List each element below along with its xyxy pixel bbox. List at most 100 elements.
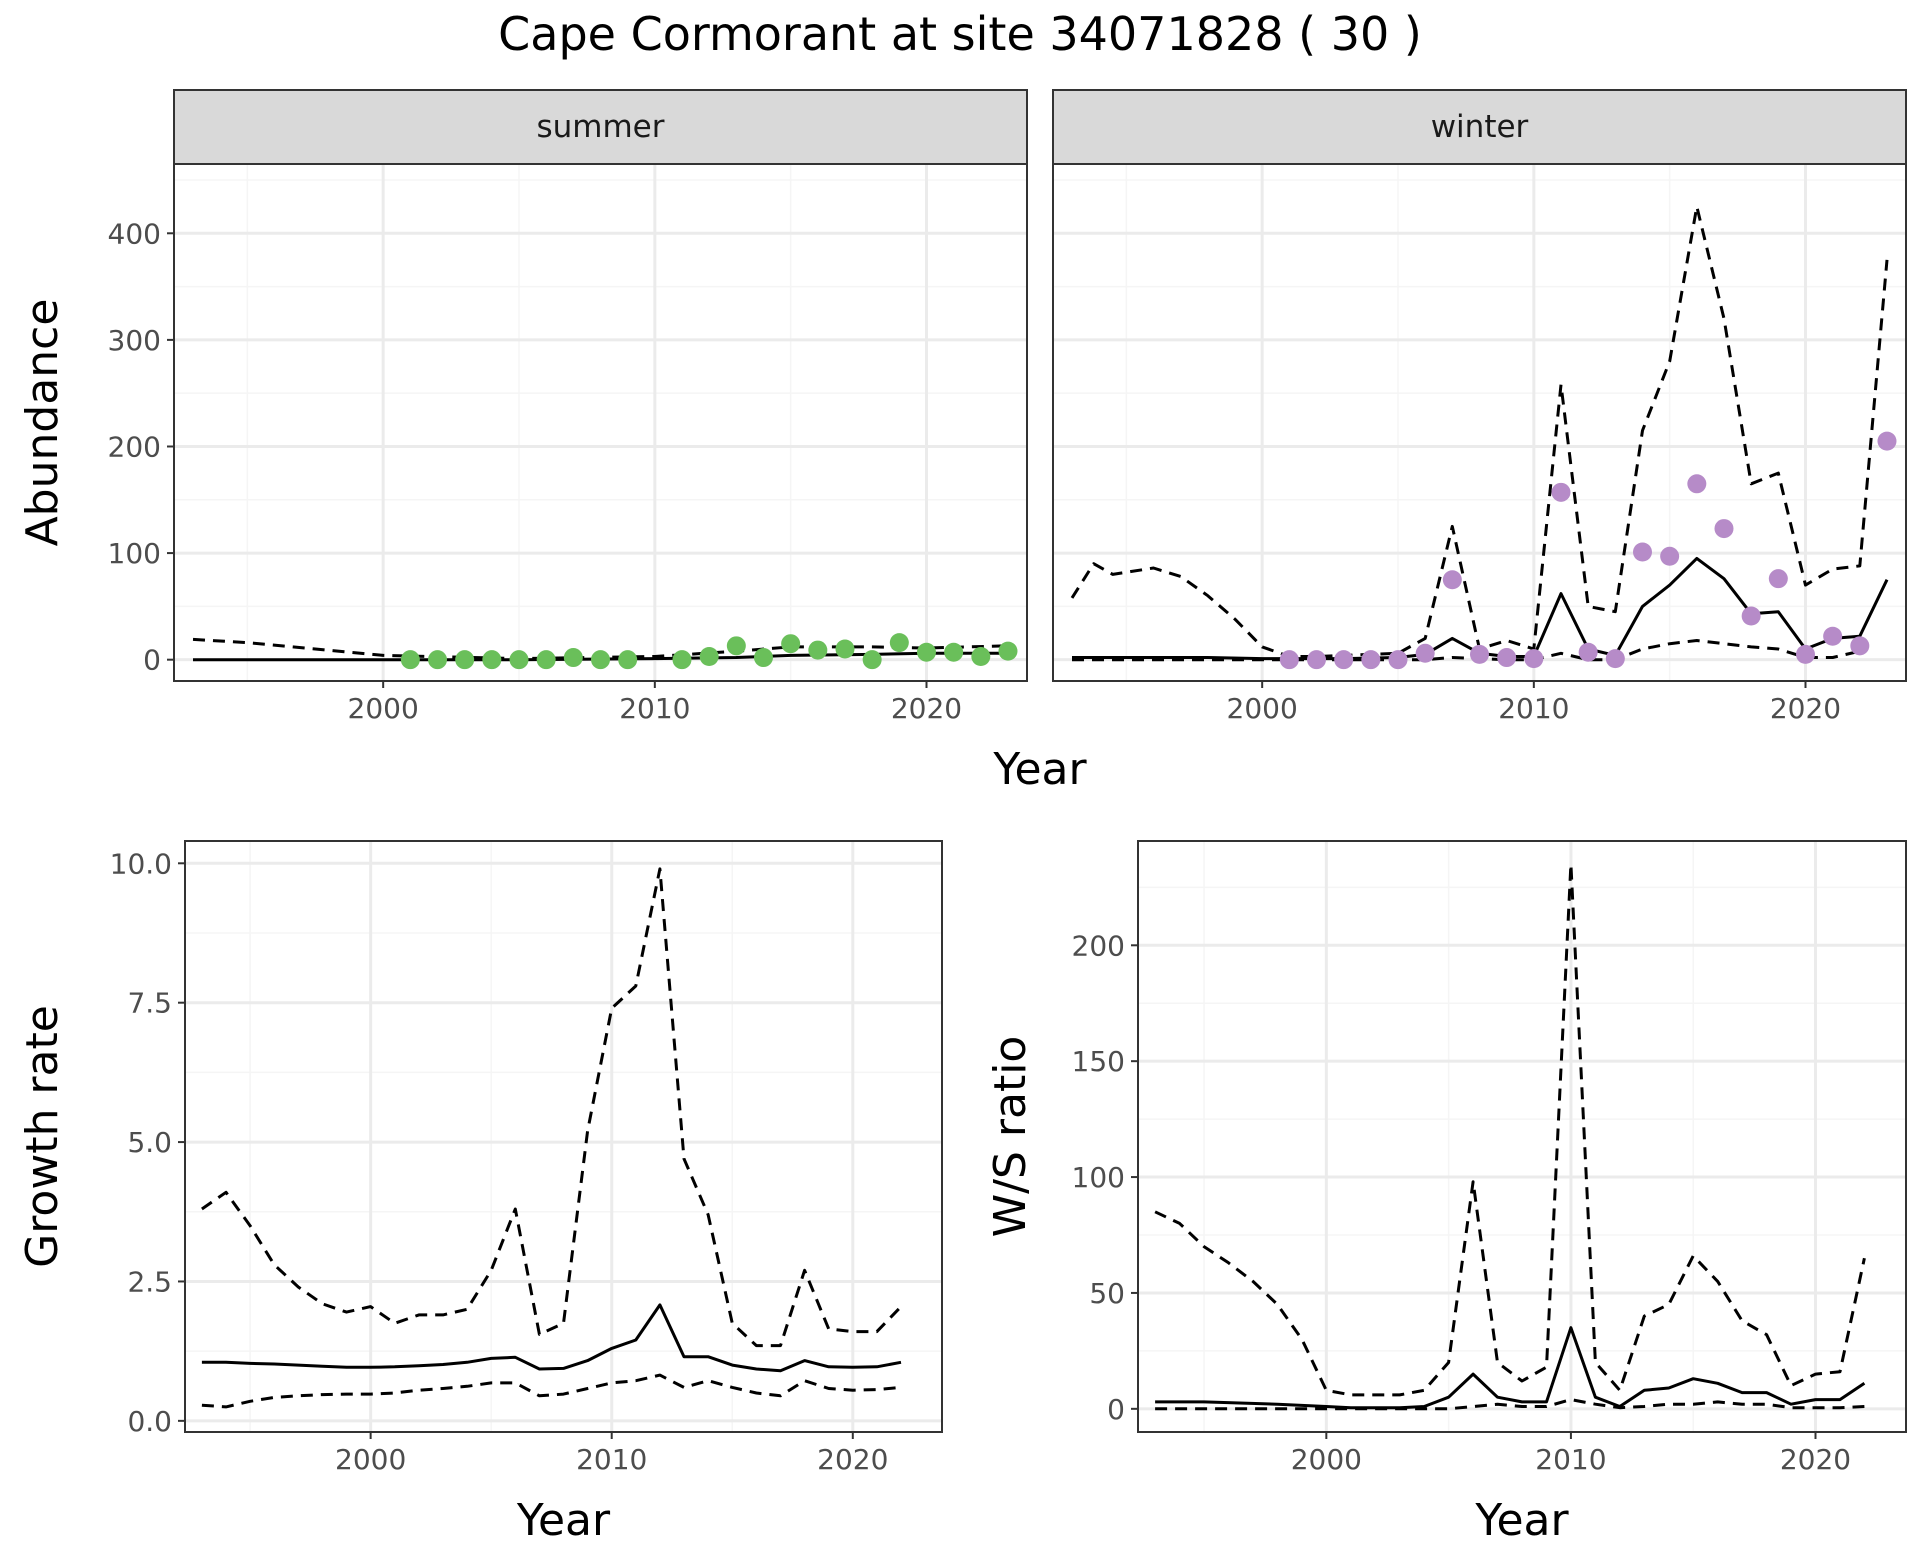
data-point — [944, 642, 964, 662]
series-line-solid — [1072, 556, 1889, 661]
data-point — [455, 650, 475, 670]
data-point — [1388, 650, 1408, 670]
data-point — [753, 648, 773, 668]
y-tick-label: 100 — [1072, 1161, 1125, 1194]
y-axis-title: Growth rate — [17, 1005, 68, 1268]
data-point — [509, 650, 529, 670]
data-point — [889, 633, 909, 653]
x-tick-label: 2020 — [1770, 692, 1841, 725]
series-line-dashed-lower — [1155, 1398, 1865, 1411]
facet-strip — [1052, 89, 1907, 165]
data-point — [1551, 482, 1571, 502]
data-point — [1307, 650, 1327, 670]
growth-rate-panel: 2000 2010 2020 0.0 2.5 5.0 7.5 10.0 Year Growth r… — [17, 840, 943, 1546]
x-tick-label: 2010 — [1535, 1443, 1606, 1476]
x-tick-label: 2020 — [1780, 1443, 1851, 1476]
facet-strip-label: summer — [536, 109, 664, 145]
data-point — [482, 650, 502, 670]
plot-background — [174, 164, 1027, 681]
y-tick-label: 5.0 — [127, 1126, 172, 1159]
data-point — [536, 650, 556, 670]
plot-background — [185, 841, 942, 1432]
data-point — [428, 650, 448, 670]
data-point — [1714, 519, 1734, 539]
data-point — [1687, 474, 1707, 494]
y-tick-label: 10.0 — [110, 847, 172, 880]
x-tick-label: 2010 — [576, 1443, 647, 1476]
x-axis-title: Year — [1474, 1495, 1569, 1546]
series-line-solid — [1155, 1326, 1866, 1410]
plot-background — [1138, 841, 1906, 1432]
data-point — [1470, 644, 1489, 664]
y-tick-label: 2.5 — [127, 1265, 172, 1298]
panel-border — [184, 840, 943, 1433]
data-point — [1741, 606, 1761, 626]
y-tick-label: 150 — [1072, 1045, 1125, 1078]
y-tick-label: 0 — [1107, 1393, 1125, 1426]
x-tick-label: 2010 — [1498, 692, 1569, 725]
panel-border — [1137, 840, 1907, 1433]
data-point — [1334, 650, 1354, 670]
data-point — [699, 646, 719, 666]
x-tick-label: 2000 — [335, 1443, 406, 1476]
series-line-solid — [201, 1303, 902, 1373]
data-point — [808, 640, 828, 660]
x-axis-title: Year — [516, 1495, 611, 1546]
data-point — [1632, 542, 1652, 562]
x-axis-title: Year — [992, 744, 1087, 795]
facet-strip-label: winter — [1431, 109, 1529, 145]
data-point — [1578, 642, 1598, 662]
y-tick-label: 0 — [143, 644, 161, 677]
x-tick-label: 2000 — [348, 692, 419, 725]
x-tick-label: 2000 — [1227, 692, 1298, 725]
facet-summer: summer 2000 2010 2020 0 100 200 300 400 — [108, 89, 1028, 725]
y-axis-title: Abundance — [17, 299, 68, 547]
facet-strip — [173, 89, 1028, 165]
data-point — [971, 646, 991, 666]
y-tick-label: 200 — [108, 430, 161, 463]
data-point — [1497, 648, 1517, 668]
x-tick-label: 2000 — [1291, 1443, 1362, 1476]
data-point — [563, 648, 583, 668]
y-tick-label: 7.5 — [127, 987, 172, 1020]
data-point — [781, 634, 801, 654]
x-tick-label: 2020 — [891, 692, 962, 725]
panel-border — [1052, 163, 1907, 682]
series-line-dashed-upper — [1154, 862, 1866, 1397]
y-tick-label: 50 — [1089, 1277, 1125, 1310]
data-point — [862, 650, 882, 670]
y-axis-title: W/S ratio — [985, 1036, 1036, 1238]
data-point — [672, 650, 692, 670]
data-point — [400, 650, 420, 670]
data-point — [1524, 649, 1544, 669]
data-point — [916, 642, 936, 662]
data-point — [618, 650, 638, 670]
data-point — [591, 650, 610, 670]
data-point — [726, 636, 746, 656]
y-tick-label: 400 — [108, 217, 161, 250]
plot-background — [1053, 164, 1906, 681]
series-line-solid — [193, 651, 1008, 662]
data-point — [1877, 431, 1897, 451]
data-point — [1415, 643, 1435, 663]
ws-ratio-panel: 2000 2010 2020 0 50 100 150 200 Year W/S ratio — [985, 840, 1907, 1546]
figure-title: Cape Cormorant at site 34071828 ( 30 ) — [498, 7, 1422, 61]
x-tick-label: 2010 — [619, 692, 690, 725]
data-point — [835, 639, 855, 659]
facet-winter: winter 2000 2010 2020 — [1052, 89, 1907, 725]
data-point — [1768, 569, 1788, 589]
y-tick-label: 0.0 — [127, 1405, 172, 1438]
data-point — [1660, 546, 1680, 566]
series-line-dashed-lower — [1072, 639, 1861, 662]
panel-border — [173, 163, 1028, 682]
y-tick-label: 200 — [1072, 929, 1125, 962]
data-point — [1795, 644, 1815, 664]
data-point — [1279, 650, 1299, 670]
y-tick-label: 300 — [108, 324, 161, 357]
abundance-panel: summer 2000 2010 2020 0 100 200 300 400 winter 200… — [17, 89, 1907, 795]
data-point — [1850, 636, 1870, 656]
x-tick-label: 2020 — [817, 1443, 888, 1476]
data-point — [998, 641, 1018, 661]
series-line-dashed-upper — [201, 867, 903, 1348]
